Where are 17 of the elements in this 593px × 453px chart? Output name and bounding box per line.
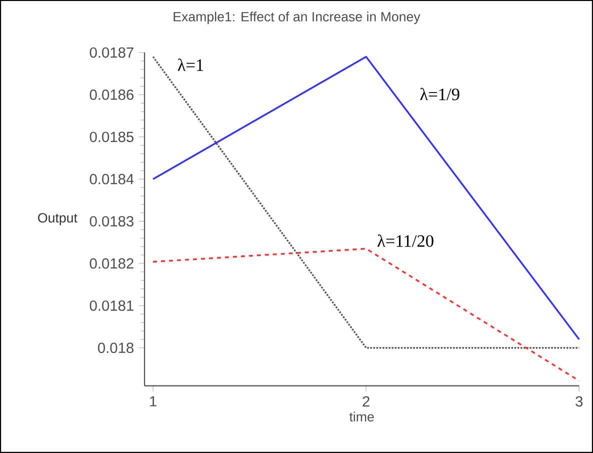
y-tick-label: 0.018	[98, 342, 134, 354]
y-tick-label: 0.0181	[90, 300, 134, 311]
x-axis-title: time	[349, 412, 374, 422]
y-tick-label: 0.0187	[90, 47, 134, 58]
y-tick-label: 0.0182	[90, 258, 134, 269]
y-tick-label: 0.0184	[90, 174, 134, 184]
series-label: λ=1/9	[420, 88, 460, 100]
y-axis-title: Output	[38, 213, 78, 226]
x-tick-label: 1	[150, 396, 156, 406]
y-tick-label: 0.0185	[90, 132, 134, 142]
series-label: λ=11/20	[377, 234, 434, 247]
x-tick-label: 2	[362, 396, 370, 406]
y-tick-label: 0.0183	[90, 216, 134, 226]
series-label: λ=1	[178, 58, 204, 71]
y-tick-label: 0.0186	[90, 90, 134, 100]
x-tick-label: 3	[576, 396, 583, 407]
chart-title: Example1: Effect of an Increase in Money	[174, 12, 420, 24]
